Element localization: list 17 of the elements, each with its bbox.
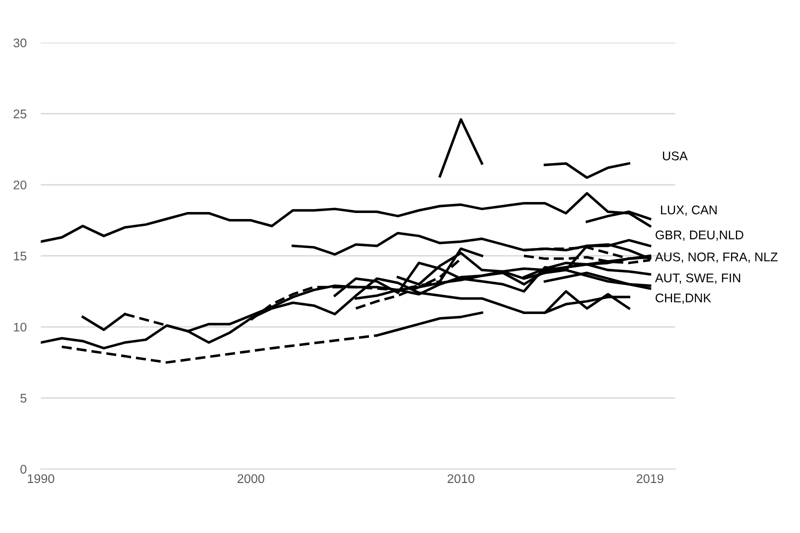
y-tick-label: 25: [14, 110, 26, 118]
x-tick-label: 2000: [238, 474, 264, 484]
y-tick-label: 30: [13, 38, 26, 48]
annotation: CHE,DNK: [656, 294, 712, 304]
x-tick-label: 1990: [28, 474, 54, 484]
annotation: GBR, DEU,NLD: [656, 230, 744, 241]
y-tick-label: 20: [14, 180, 26, 190]
x-tick-label: 2019: [636, 474, 664, 484]
annotation: USA: [662, 152, 688, 160]
annotation: LUX, CAN: [661, 206, 717, 216]
y-tick-label: 10: [14, 322, 26, 332]
annotation: AUS, NOR, FRA, NLZ: [655, 252, 778, 263]
y-tick-label: 0: [20, 464, 26, 474]
y-tick-label: 15: [14, 252, 26, 260]
y-tick-label: 5: [20, 394, 26, 403]
x-tick-label: 2010: [448, 474, 474, 484]
annotation: AUT, SWE, FIN: [655, 274, 740, 284]
